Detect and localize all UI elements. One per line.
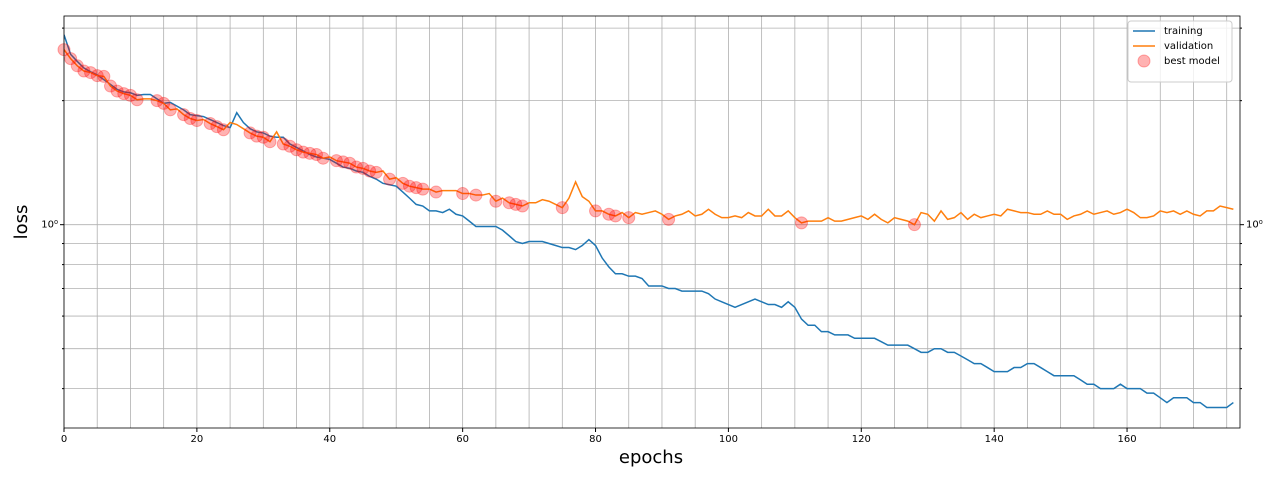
best-model-marker (130, 93, 144, 107)
best-model-marker (589, 204, 603, 218)
best-model-marker (555, 201, 569, 215)
best-model-marker (343, 156, 357, 170)
best-model-marker (117, 87, 131, 101)
best-model-marker (70, 59, 84, 73)
legend-label: best model (1164, 56, 1220, 67)
x-tick-label: 160 (1118, 434, 1137, 445)
best-model-marker (276, 137, 290, 151)
legend-label: training (1164, 26, 1203, 37)
y-axis-label: loss (11, 205, 32, 240)
best-model-marker (104, 79, 118, 93)
best-model-marker (250, 129, 264, 143)
best-model-marker (110, 84, 124, 98)
best-model-marker (77, 64, 91, 78)
best-model-marker (402, 179, 416, 193)
best-model-marker (290, 143, 304, 157)
best-model-marker (907, 218, 921, 232)
best-model-marker (349, 160, 363, 174)
best-model-marker (256, 130, 270, 144)
best-model-marker (608, 209, 622, 223)
x-tick-label: 40 (323, 434, 336, 445)
best-model-marker (157, 96, 171, 110)
best-model-marker (263, 135, 277, 149)
best-model-marker (303, 146, 317, 160)
best-model-marker (216, 123, 230, 137)
best-model-marker (429, 185, 443, 199)
best-model-marker (123, 88, 137, 102)
best-model-marker (296, 145, 310, 159)
x-tick-label: 20 (191, 434, 204, 445)
x-tick-label: 60 (456, 434, 469, 445)
x-tick-label: 140 (985, 434, 1004, 445)
plot-frame (63, 15, 1241, 429)
best-model-marker (336, 155, 350, 169)
best-model-marker (794, 216, 808, 230)
best-model-marker (210, 120, 224, 134)
best-model-marker (416, 182, 430, 196)
best-model-marker (369, 165, 383, 179)
legend-marker (1137, 54, 1151, 68)
best-model-marker (396, 176, 410, 190)
best-model-marker (90, 69, 104, 83)
best-model-marker (602, 207, 616, 221)
best-model-marker (243, 126, 257, 140)
best-model-marker (84, 66, 98, 80)
best-model-marker (316, 151, 330, 165)
x-tick-label: 120 (852, 434, 871, 445)
best-model-marker (163, 103, 177, 117)
best-model-marker (469, 188, 483, 202)
legend-label: validation (1164, 41, 1213, 52)
best-model-marker (622, 211, 636, 225)
best-model-marker (283, 139, 297, 153)
x-tick-label: 100 (719, 434, 738, 445)
best-model-marker (409, 181, 423, 195)
best-model-marker (515, 199, 529, 213)
best-model-marker (203, 117, 217, 131)
best-model-marker (502, 196, 516, 210)
legend-box (1127, 20, 1233, 83)
best-model-marker (662, 212, 676, 226)
best-model-marker (309, 148, 323, 162)
series-line (64, 49, 1234, 226)
best-model-marker (329, 154, 343, 168)
x-tick-label: 0 (61, 434, 67, 445)
y-tick-label: 10⁰ (41, 220, 58, 231)
best-model-marker (356, 161, 370, 175)
best-model-marker (190, 114, 204, 128)
x-tick-label: 80 (589, 434, 602, 445)
best-model-marker (177, 108, 191, 122)
best-model-marker (150, 94, 164, 108)
best-model-marker (509, 197, 523, 211)
best-model-marker (489, 194, 503, 208)
best-model-marker (183, 112, 197, 126)
x-axis-label: epochs (619, 447, 683, 468)
y2-tick-label: 10⁰ (1246, 220, 1263, 231)
series-line (64, 34, 1234, 409)
best-model-marker (383, 172, 397, 186)
best-model-marker (363, 164, 377, 178)
best-model-marker (64, 52, 78, 66)
best-model-marker (456, 187, 470, 201)
best-model-marker (97, 69, 111, 83)
